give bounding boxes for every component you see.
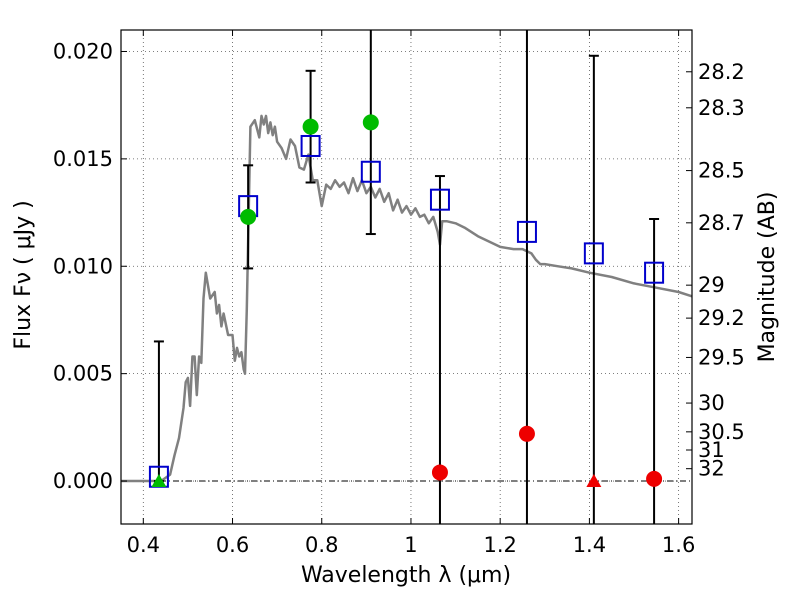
mag-tick-label: 28.7 — [698, 211, 745, 235]
flux-point-circle — [518, 425, 535, 442]
x-tick-label: 0.8 — [305, 533, 338, 557]
data-markers — [148, 114, 665, 488]
x-tick-label: 1.6 — [662, 533, 695, 557]
x-tick-label: 0.4 — [127, 533, 160, 557]
model-photometry-square — [360, 160, 381, 183]
model-spectrum-line — [121, 114, 693, 483]
flux-point-circle — [431, 464, 448, 481]
y-tick-label: 0.000 — [53, 469, 113, 493]
model-photometry-square — [429, 188, 450, 211]
y-tick-label: 0.015 — [53, 147, 113, 171]
mag-tick-label: 28.3 — [698, 96, 745, 120]
y-tick-label: 0.005 — [53, 362, 113, 386]
y-tick-label: 0.010 — [53, 254, 113, 278]
mag-tick-label: 29.2 — [698, 306, 745, 330]
model-photometry-square — [644, 261, 665, 284]
mag-tick-label: 28.2 — [698, 60, 745, 84]
flux-point-circle — [240, 208, 257, 225]
mag-tick-label: 29.5 — [698, 345, 745, 369]
model-photometry-square — [583, 242, 604, 265]
x-axis-ticks: 0.4 0.6 0.8 1 1.2 1.4 1.6 — [127, 30, 695, 557]
mag-tick-label: 28.5 — [698, 159, 745, 183]
y-tick-label: 0.020 — [53, 39, 113, 63]
x-tick-label: 1.4 — [573, 533, 606, 557]
x-tick-label: 1.2 — [483, 533, 516, 557]
y-axis-ticks: 0.000 0.005 0.010 0.015 0.020 — [53, 39, 127, 493]
flux-point-triangle — [586, 474, 602, 488]
flux-point-circle — [362, 114, 379, 131]
flux-point-circle — [302, 118, 319, 135]
flux-point-triangle — [151, 474, 167, 488]
x-tick-label: 1 — [404, 533, 417, 557]
mag-tick-label: 32 — [698, 457, 725, 481]
error-bars — [153, 30, 660, 524]
magnitude-axis-label: Magnitude (AB) — [755, 192, 780, 363]
plot-frame — [120, 29, 693, 525]
mag-tick-label: 31 — [698, 438, 725, 462]
mag-tick-label: 29 — [698, 273, 725, 297]
mag-tick-label: 30.5 — [698, 420, 745, 444]
x-tick-label: 0.6 — [216, 533, 249, 557]
y-axis-label: Flux Fν ( μJy ) — [11, 200, 36, 349]
flux-point-circle — [646, 470, 663, 487]
x-axis-label: Wavelength λ (μm) — [301, 563, 511, 588]
mag-tick-label: 30 — [698, 391, 725, 415]
model-photometry-square — [300, 134, 321, 157]
model-photometry-square — [516, 220, 537, 243]
